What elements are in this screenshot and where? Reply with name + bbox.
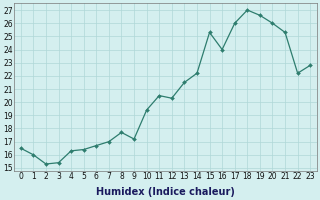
X-axis label: Humidex (Indice chaleur): Humidex (Indice chaleur)	[96, 187, 235, 197]
